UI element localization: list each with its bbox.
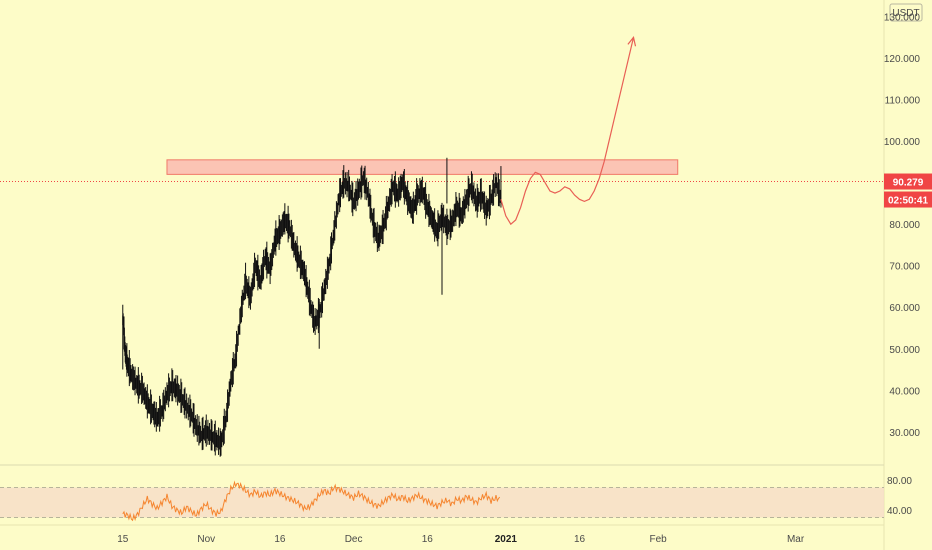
price-tick-label: 100.000 — [884, 137, 921, 148]
price-tick-label: 70.000 — [889, 262, 920, 273]
currency-label-text: USDT — [892, 8, 919, 19]
price-tick-label: 110.000 — [885, 96, 921, 107]
time-tick-label: Nov — [197, 534, 215, 545]
projection-path — [500, 37, 635, 226]
rsi-tick-label: 80.00 — [887, 476, 912, 487]
price-tick-label: 120.000 — [884, 54, 921, 65]
resistance-zone-rect — [166, 159, 679, 175]
time-tick-label: 16 — [274, 534, 286, 545]
price-tick-label: 30.000 — [889, 428, 920, 439]
price-tick-label: 60.000 — [889, 303, 920, 314]
countdown-value: 02:50:41 — [888, 196, 928, 207]
countdown-badge: 02:50:41 — [884, 191, 932, 208]
price-series — [122, 157, 502, 457]
time-tick-label: 2021 — [495, 534, 518, 545]
current-price-badge: 90.279 — [884, 173, 932, 190]
price-axis-ticks: 130.000 120.000 110.000 100.000 80.000 70.000… — [884, 13, 921, 439]
time-tick-label: 16 — [574, 534, 586, 545]
projection-arrow-head — [627, 36, 637, 47]
price-tick-label: 130.000 — [884, 13, 921, 24]
price-tick-label: 80.000 — [889, 220, 920, 231]
rsi-line — [122, 480, 501, 522]
time-tick-label: Mar — [787, 534, 805, 545]
current-price-value: 90.279 — [893, 178, 924, 189]
projection-arrow-head-path — [627, 36, 637, 47]
price-tick-label: 40.000 — [889, 386, 920, 397]
price-tick-label: 50.000 — [889, 345, 920, 356]
time-tick-label: 16 — [422, 534, 434, 545]
time-axis-ticks: 15 Nov 16 Dec 16 2021 16 Feb Mar — [117, 534, 805, 545]
currency-label[interactable]: USDT — [889, 3, 923, 22]
current-price-badge-bg — [884, 173, 932, 190]
time-tick-label: Dec — [345, 534, 363, 545]
rsi-tick-label: 40.00 — [887, 506, 912, 517]
currency-label-box — [889, 3, 923, 22]
resistance-zone[interactable] — [166, 159, 679, 175]
rsi-axis-ticks: 80.00 40.00 — [887, 476, 912, 517]
time-tick-label: 15 — [117, 534, 129, 545]
time-tick-label: Feb — [649, 534, 667, 545]
countdown-badge-bg — [884, 191, 932, 208]
